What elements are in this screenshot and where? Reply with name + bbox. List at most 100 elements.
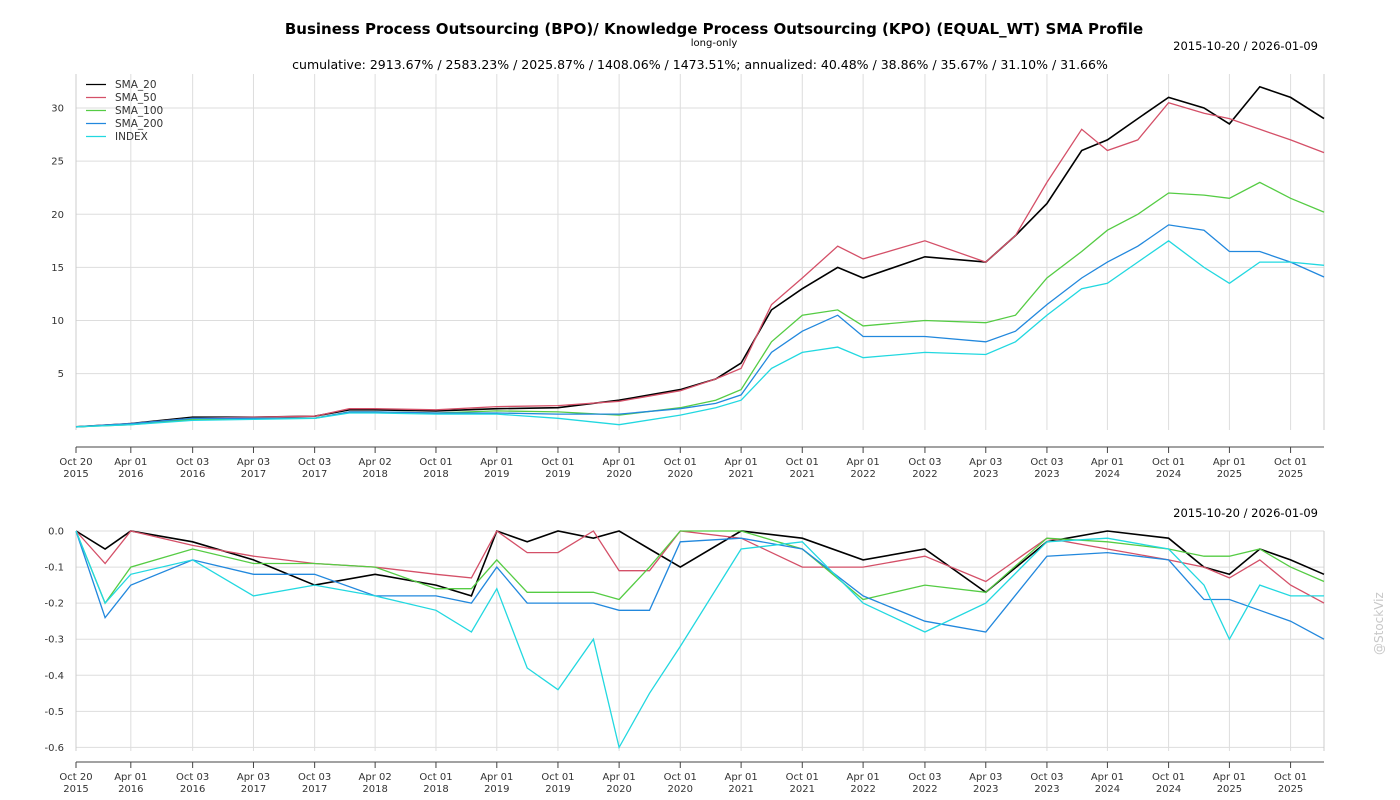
- legend-label-sma_100: SMA_100: [115, 105, 163, 117]
- x-tick-label: 2023: [1034, 469, 1059, 480]
- x-tick-label: Apr 01: [114, 772, 147, 783]
- y-tick-label: -0.3: [44, 635, 64, 646]
- series-line-sma_50: [75, 101, 1325, 428]
- x-tick-label: 2022: [850, 784, 875, 795]
- x-tick-label: 2025: [1217, 469, 1242, 480]
- x-tick-label: Oct 20: [59, 457, 92, 468]
- x-tick-label: 2020: [668, 784, 693, 795]
- x-tick-label: 2022: [912, 469, 937, 480]
- x-tick-label: 2019: [484, 784, 509, 795]
- y-tick-label: 25: [51, 157, 64, 168]
- series-line-sma_50: [75, 530, 1325, 604]
- x-tick-label: 2015: [63, 784, 88, 795]
- x-tick-label: 2017: [302, 784, 327, 795]
- chart-title: Business Process Outsourcing (BPO)/ Know…: [284, 20, 1144, 38]
- y-tick-label: -0.1: [44, 563, 64, 574]
- y-tick-label: -0.2: [44, 599, 64, 610]
- x-tick-label: 2025: [1217, 784, 1242, 795]
- x-tick-label: Apr 02: [359, 772, 392, 783]
- x-tick-label: 2020: [606, 784, 631, 795]
- x-tick-label: 2016: [118, 469, 143, 480]
- x-tick-label: Oct 01: [786, 772, 819, 783]
- x-tick-label: 2024: [1156, 784, 1181, 795]
- x-tick-label: Apr 03: [969, 457, 1002, 468]
- x-tick-label: 2021: [790, 784, 815, 795]
- x-tick-label: 2018: [423, 784, 448, 795]
- x-tick-label: Apr 03: [237, 772, 270, 783]
- y-tick-label: 10: [51, 316, 64, 327]
- date-range-top: 2015-10-20 / 2026-01-09: [1173, 39, 1318, 53]
- x-tick-label: 2020: [668, 469, 693, 480]
- legend-label-sma_20: SMA_20: [115, 79, 157, 91]
- x-tick-label: Apr 01: [1091, 457, 1124, 468]
- series-line-sma_20: [75, 85, 1325, 428]
- legend-label-sma_200: SMA_200: [115, 118, 163, 130]
- x-tick-label: 2022: [850, 469, 875, 480]
- x-tick-label: Oct 03: [1030, 772, 1063, 783]
- x-tick-label: Apr 01: [1213, 457, 1246, 468]
- x-tick-label: 2024: [1095, 469, 1120, 480]
- x-tick-label: 2017: [241, 469, 266, 480]
- x-tick-label: Oct 03: [298, 772, 331, 783]
- series-line-index: [75, 239, 1325, 428]
- x-tick-label: 2020: [606, 469, 631, 480]
- series-line-sma_200: [75, 224, 1325, 428]
- x-tick-label: Oct 03: [908, 457, 941, 468]
- series-line-sma_200: [75, 530, 1325, 640]
- x-tick-label: 2017: [241, 784, 266, 795]
- x-tick-label: 2021: [728, 784, 753, 795]
- x-tick-label: Oct 20: [59, 772, 92, 783]
- x-tick-label: 2019: [484, 469, 509, 480]
- legend-label-sma_50: SMA_50: [115, 92, 157, 104]
- series-line-sma_100: [75, 530, 1325, 605]
- x-tick-label: Apr 01: [1213, 772, 1246, 783]
- x-tick-label: Oct 03: [298, 457, 331, 468]
- x-tick-label: Apr 03: [237, 457, 270, 468]
- y-tick-label: -0.6: [44, 743, 64, 754]
- x-tick-label: Oct 01: [541, 457, 574, 468]
- x-tick-label: 2021: [728, 469, 753, 480]
- x-tick-label: 2016: [180, 784, 205, 795]
- x-tick-label: 2015: [63, 469, 88, 480]
- x-tick-label: Oct 03: [908, 772, 941, 783]
- y-tick-label: -0.5: [44, 707, 64, 718]
- x-tick-label: Apr 01: [847, 457, 880, 468]
- legend-label-index: INDEX: [115, 131, 148, 143]
- date-range-bottom: 2015-10-20 / 2026-01-09: [1173, 506, 1318, 520]
- y-tick-label: 20: [51, 210, 64, 221]
- y-tick-label: 30: [51, 104, 64, 115]
- x-tick-label: 2016: [180, 469, 205, 480]
- x-tick-label: 2018: [362, 784, 387, 795]
- x-tick-label: Apr 01: [847, 772, 880, 783]
- x-tick-label: Apr 01: [603, 457, 636, 468]
- x-tick-label: Oct 01: [1152, 457, 1185, 468]
- x-tick-label: Oct 03: [176, 457, 209, 468]
- x-tick-label: 2021: [790, 469, 815, 480]
- x-tick-label: 2024: [1095, 784, 1120, 795]
- x-tick-label: Apr 01: [480, 457, 513, 468]
- x-tick-label: 2023: [1034, 784, 1059, 795]
- chart-subtitle: long-only: [690, 38, 738, 49]
- y-tick-label: 5: [58, 369, 64, 380]
- x-tick-label: 2024: [1156, 469, 1181, 480]
- x-tick-label: Oct 01: [419, 772, 452, 783]
- x-tick-label: Apr 01: [480, 772, 513, 783]
- x-tick-label: 2023: [973, 784, 998, 795]
- x-tick-label: Apr 01: [1091, 772, 1124, 783]
- x-tick-label: Apr 01: [725, 457, 758, 468]
- x-tick-label: Apr 01: [725, 772, 758, 783]
- x-tick-label: Apr 01: [603, 772, 636, 783]
- x-tick-label: Apr 02: [359, 457, 392, 468]
- x-tick-label: Oct 01: [1274, 772, 1307, 783]
- x-tick-label: 2022: [912, 784, 937, 795]
- x-tick-label: 2016: [118, 784, 143, 795]
- x-tick-label: Oct 01: [664, 457, 697, 468]
- performance-metrics: cumulative: 2913.67% / 2583.23% / 2025.8…: [292, 57, 1108, 72]
- x-tick-label: 2025: [1278, 469, 1303, 480]
- y-tick-label: -0.4: [44, 671, 64, 682]
- y-tick-label: 15: [51, 263, 64, 274]
- x-tick-label: Apr 03: [969, 772, 1002, 783]
- x-tick-label: 2019: [545, 469, 570, 480]
- x-tick-label: 2017: [302, 469, 327, 480]
